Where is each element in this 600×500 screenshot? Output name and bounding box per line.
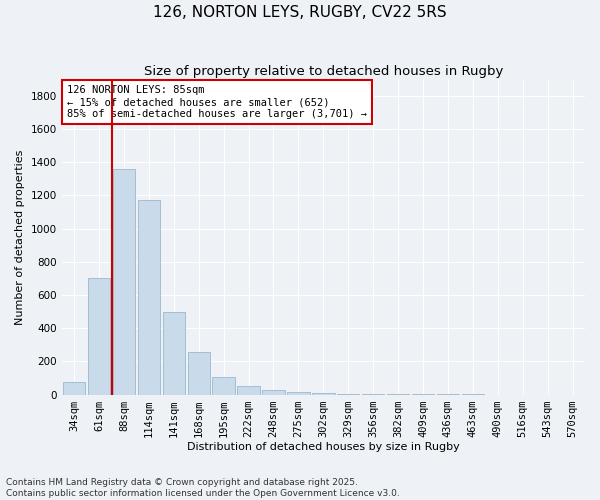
- Bar: [262, 390, 285, 394]
- Text: 126, NORTON LEYS, RUGBY, CV22 5RS: 126, NORTON LEYS, RUGBY, CV22 5RS: [153, 5, 447, 20]
- Bar: [137, 200, 160, 394]
- Bar: [238, 386, 260, 394]
- Title: Size of property relative to detached houses in Rugby: Size of property relative to detached ho…: [143, 65, 503, 78]
- Bar: [88, 278, 110, 394]
- Text: 126 NORTON LEYS: 85sqm
← 15% of detached houses are smaller (652)
85% of semi-de: 126 NORTON LEYS: 85sqm ← 15% of detached…: [67, 86, 367, 118]
- Bar: [63, 382, 85, 394]
- Y-axis label: Number of detached properties: Number of detached properties: [15, 149, 25, 324]
- Bar: [163, 312, 185, 394]
- Text: Contains HM Land Registry data © Crown copyright and database right 2025.
Contai: Contains HM Land Registry data © Crown c…: [6, 478, 400, 498]
- Bar: [212, 376, 235, 394]
- X-axis label: Distribution of detached houses by size in Rugby: Distribution of detached houses by size …: [187, 442, 460, 452]
- Bar: [188, 352, 210, 395]
- Bar: [287, 392, 310, 394]
- Bar: [113, 169, 135, 394]
